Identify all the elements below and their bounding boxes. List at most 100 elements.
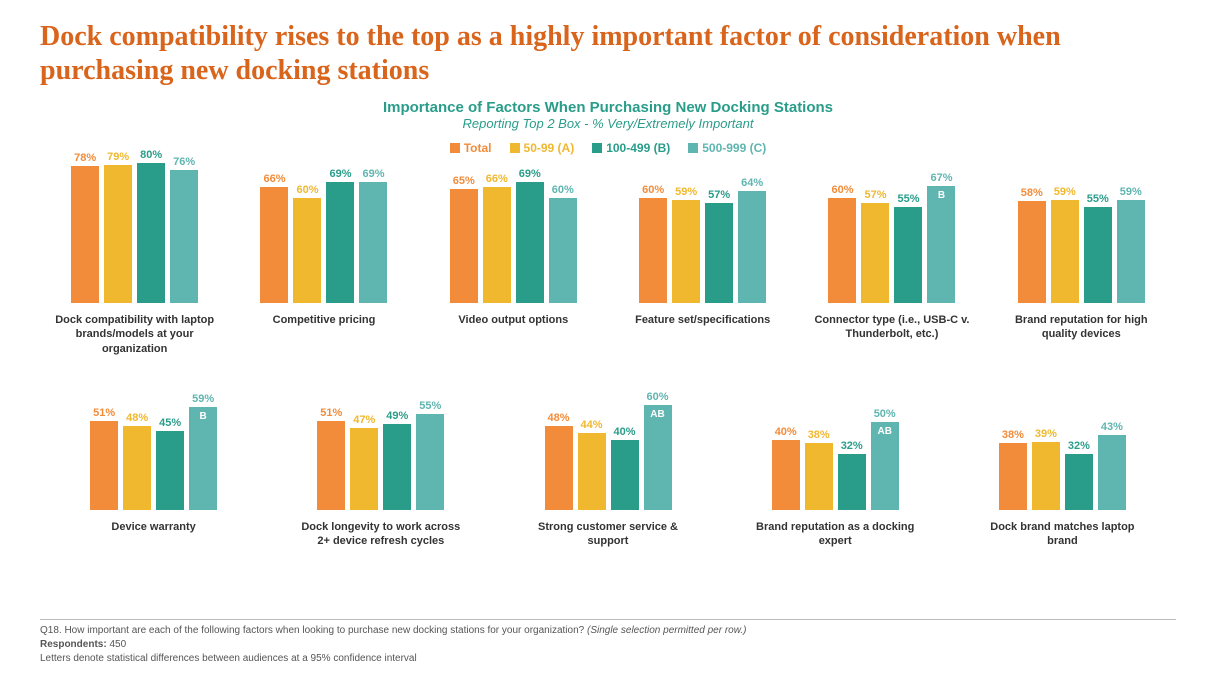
bar-wrap: 38% (998, 429, 1028, 510)
bar-wrap: 69% (358, 168, 388, 303)
bar-wrap: 49% (382, 410, 412, 510)
legend-label: 50-99 (A) (524, 141, 575, 155)
bar-value-label: 55% (897, 193, 919, 205)
bar-value-label: 80% (140, 149, 162, 161)
bar-value-label: 69% (329, 168, 351, 180)
legend-swatch (450, 143, 460, 153)
bar (1032, 442, 1060, 510)
bar (1084, 207, 1112, 303)
bar-wrap: 59% (1050, 186, 1080, 303)
bar-cluster: 66%60%69%69% (259, 163, 388, 303)
bar-value-label: 51% (93, 407, 115, 419)
bar-wrap: 43% (1097, 421, 1127, 510)
bar-cluster: 65%66%69%60% (449, 163, 578, 303)
page-title: Dock compatibility rises to the top as a… (40, 20, 1176, 87)
bar-cluster: 51% 47% 49% 55% (316, 370, 445, 510)
bar-value-label: 57% (864, 189, 886, 201)
bar (317, 421, 345, 510)
bar-annotation: B (199, 411, 206, 422)
bar-value-label: 59% (192, 393, 214, 405)
bar (450, 189, 478, 303)
bar-value-label: 57% (708, 189, 730, 201)
bar-wrap: 76% (169, 156, 199, 303)
group-label: Brand reputation for high quality device… (996, 313, 1166, 342)
bar-value-label: 40% (775, 426, 797, 438)
bar-value-label: 59% (675, 186, 697, 198)
bar: B (189, 407, 217, 510)
bar-value-label: 55% (1087, 193, 1109, 205)
bar (838, 454, 866, 510)
bar-wrap: 47% (349, 414, 379, 510)
bar (578, 433, 606, 510)
bar (326, 182, 354, 303)
bar (483, 187, 511, 303)
bar (861, 203, 889, 303)
chart-group: 38%39%32%43%Dock brand matches laptop br… (949, 370, 1176, 549)
bar (104, 165, 132, 303)
bar-cluster: 40%38%32%50%AB (771, 370, 900, 510)
chart-group: 40%38%32%50%ABBrand reputation as a dock… (722, 370, 949, 549)
chart-group: 78%79%80%76%Dock compatibility with lapt… (40, 163, 229, 356)
bar-wrap: 60%AB (643, 391, 673, 510)
bar-value-label: 45% (159, 417, 181, 429)
bar (549, 198, 577, 303)
bar (359, 182, 387, 303)
bar-value-label: 64% (741, 177, 763, 189)
group-label: Device warranty (111, 520, 195, 534)
bar-cluster: 60%57%55%67%B (827, 163, 956, 303)
bar-value-label: 44% (580, 419, 602, 431)
bar-value-label: 69% (362, 168, 384, 180)
bar: AB (871, 422, 899, 510)
group-label: Dock compatibility with laptop brands/mo… (50, 313, 220, 356)
bar-value-label: 78% (74, 152, 96, 164)
bar-wrap: 40% (771, 426, 801, 510)
chart-row: 78%79%80%76%Dock compatibility with lapt… (40, 163, 1176, 356)
chart-group: 66%60%69%69%Competitive pricing (229, 163, 418, 356)
bar (828, 198, 856, 303)
chart-row: 51% 48% 45% 59% B Device warranty 51% 47% 49% 55%… (40, 370, 1176, 549)
bar-wrap: 65% (449, 175, 479, 303)
bar (123, 426, 151, 510)
footer-stat-note: Letters denote statistical differences b… (40, 653, 417, 664)
chart-group: 51%48%45%59%BDevice warranty (40, 370, 267, 549)
chart-group: 48%44%40%60%ABStrong customer service & … (494, 370, 721, 549)
bar-value-label: 65% (453, 175, 475, 187)
bar (1117, 200, 1145, 303)
bar (999, 443, 1027, 510)
bar-wrap: 48% (544, 412, 574, 510)
bar-value-label: 60% (831, 184, 853, 196)
bar-wrap: 58% (1017, 187, 1047, 303)
bar (705, 203, 733, 303)
bar (772, 440, 800, 510)
bar (137, 163, 165, 303)
bar-value-label: 43% (1101, 421, 1123, 433)
group-label: Strong customer service & support (523, 520, 693, 549)
bar-wrap: 38% (804, 429, 834, 510)
bar (738, 191, 766, 303)
bar-wrap: 59% B (188, 393, 218, 510)
group-label: Feature set/specifications (635, 313, 770, 327)
bar-value-label: 48% (547, 412, 569, 424)
bar-value-label: 47% (353, 414, 375, 426)
bar (1051, 200, 1079, 303)
bar-wrap: 32% (1064, 440, 1094, 510)
bar-value-label: 66% (486, 173, 508, 185)
bar-value-label: 38% (1002, 429, 1024, 441)
footer-respondents-value: 450 (109, 639, 126, 650)
bar-wrap: 51% (316, 407, 346, 510)
bar-value-label: 39% (1035, 428, 1057, 440)
chart-group: 60%57%55%67%BConnector type (i.e., USB-C… (797, 163, 986, 356)
chart-group: 60%59%57%64%Feature set/specifications (608, 163, 797, 356)
bar-value-label: 59% (1054, 186, 1076, 198)
chart-rows: 78%79%80%76%Dock compatibility with lapt… (40, 163, 1176, 548)
chart-subtitle: Reporting Top 2 Box - % Very/Extremely I… (40, 116, 1176, 131)
legend-item: 100-499 (B) (592, 141, 670, 155)
bar-value-label: 55% (419, 400, 441, 412)
chart-footer: Q18. How important are each of the follo… (40, 619, 1176, 666)
bar-annotation: AB (650, 409, 664, 420)
bar-wrap: 69% (515, 168, 545, 303)
bar-wrap: 45% (155, 417, 185, 510)
group-label: Video output options (458, 313, 568, 327)
bar (170, 170, 198, 303)
group-label: Brand reputation as a docking expert (750, 520, 920, 549)
